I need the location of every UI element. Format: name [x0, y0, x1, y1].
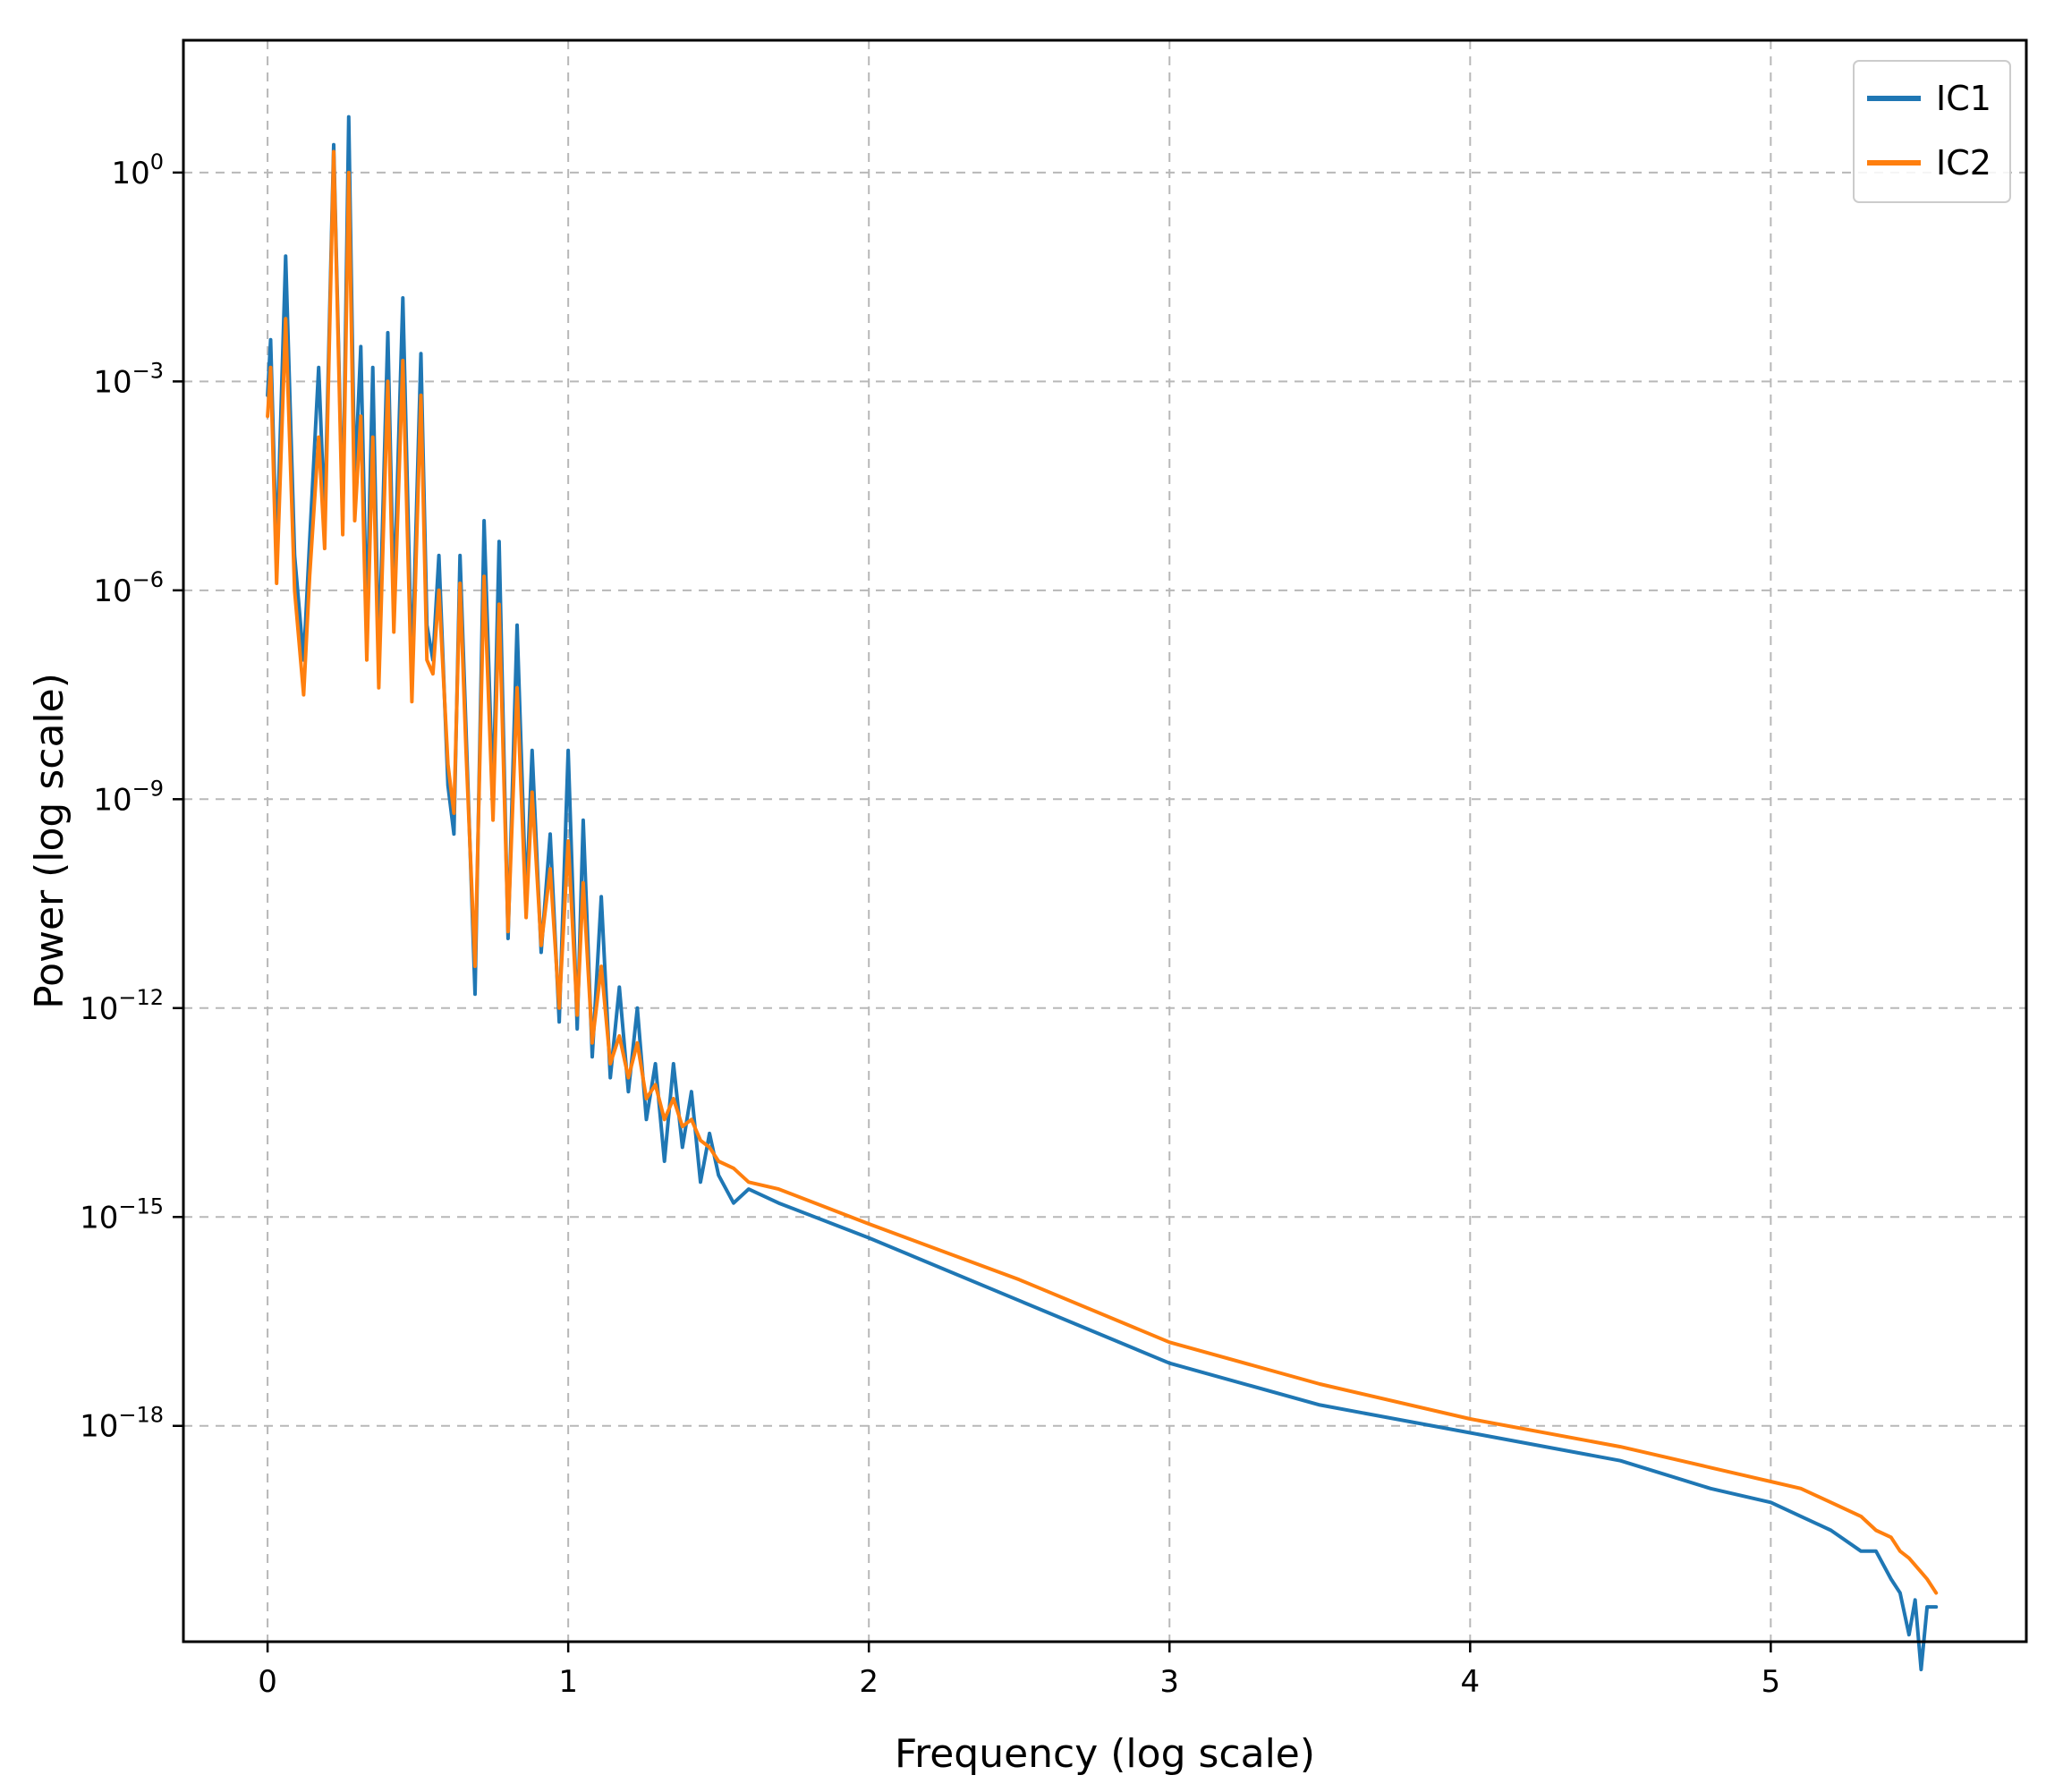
series-line-ic1 [266, 115, 1939, 1672]
y-tick-label: 10−15 [80, 1193, 164, 1236]
x-tick-label: 0 [258, 1664, 277, 1700]
x-tick-label: 4 [1460, 1664, 1480, 1700]
y-tick-label: 10−12 [80, 985, 164, 1027]
series-lines [266, 115, 1939, 1672]
x-axis-label: Frequency (log scale) [895, 1731, 1315, 1777]
y-axis-label: Power (log scale) [27, 673, 72, 1009]
series-line-ic2 [266, 149, 1939, 1595]
legend: IC1 IC2 [1853, 60, 2011, 203]
y-tick-label: 10−18 [80, 1403, 164, 1445]
y-tick-label: 10−3 [93, 358, 164, 400]
x-tick-label: 2 [859, 1664, 879, 1700]
plot-frame [182, 38, 2028, 1643]
x-tick-label: 5 [1762, 1664, 1781, 1700]
x-tick-label: 1 [558, 1664, 578, 1700]
legend-label-ic1: IC1 [1936, 79, 1991, 118]
y-tick-label: 10−6 [93, 567, 164, 609]
y-tick-label: 100 [111, 149, 164, 191]
legend-label-ic2: IC2 [1936, 143, 1991, 183]
y-tick-label: 10−9 [93, 776, 164, 818]
axis-ticks: 0 1 2 3 4 5 100 10−3 10−6 10−9 10−12 10−15 10−18 [80, 149, 1780, 1700]
x-tick-label: 3 [1159, 1664, 1179, 1700]
